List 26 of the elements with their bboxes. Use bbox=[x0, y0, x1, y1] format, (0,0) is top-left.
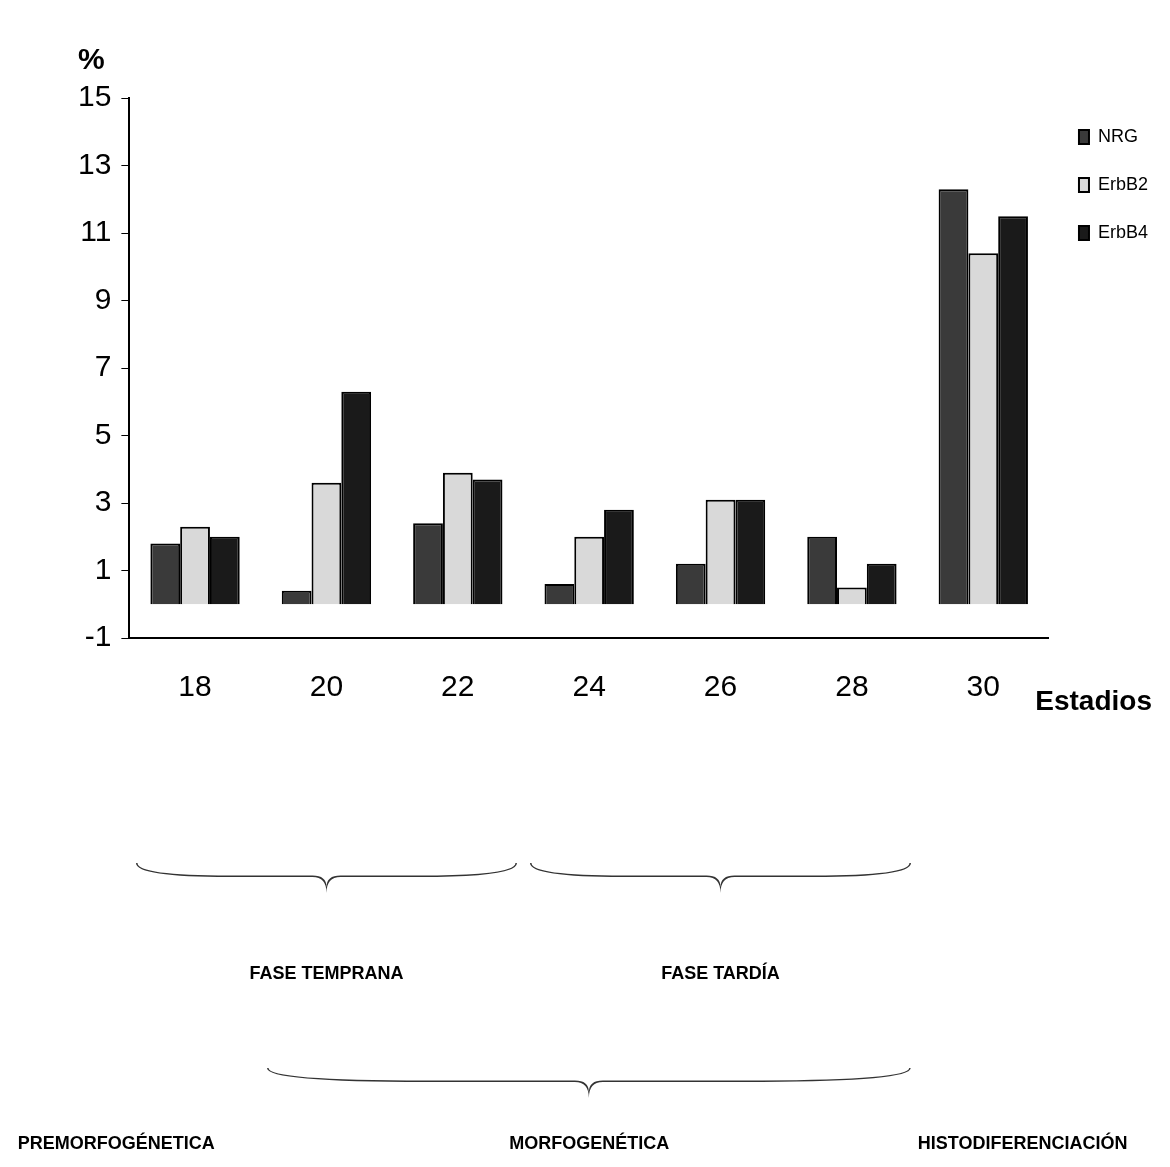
text: PREMORFOGÉNETICA bbox=[17, 1133, 215, 1154]
text: FASE TARDÍA bbox=[661, 963, 780, 984]
x-tick-label: 28 bbox=[835, 669, 869, 703]
y-tick-label: -1 bbox=[84, 619, 112, 653]
y-tick-label: 9 bbox=[94, 281, 112, 315]
text: MORFOGENÉTICA bbox=[509, 1133, 670, 1154]
legend-label: ErbB4 bbox=[1097, 221, 1148, 242]
legend-label: ErbB2 bbox=[1097, 173, 1148, 194]
x-tick-label: 18 bbox=[178, 669, 212, 703]
y-tick-label: 3 bbox=[94, 484, 112, 518]
x-tick-label: 26 bbox=[703, 669, 738, 703]
y-tick-label: 5 bbox=[94, 416, 112, 450]
legend-label: NRG bbox=[1097, 125, 1138, 146]
x-axis-title: Estadios bbox=[1035, 684, 1152, 716]
x-tick-label: 24 bbox=[572, 669, 606, 703]
text: FASE TEMPRANA bbox=[249, 963, 404, 984]
y-axis-title: % bbox=[78, 42, 105, 76]
y-tick-label: 13 bbox=[77, 146, 112, 180]
x-tick-label: 20 bbox=[309, 669, 344, 703]
x-tick-label: 22 bbox=[441, 669, 475, 703]
x-tick-label: 30 bbox=[966, 669, 1000, 703]
text: HISTODIFERENCIACIÓN bbox=[917, 1133, 1128, 1154]
y-tick-label: 1 bbox=[94, 551, 112, 585]
y-tick-label: 11 bbox=[80, 214, 112, 248]
y-tick-label: 15 bbox=[77, 79, 112, 113]
y-tick-label: 7 bbox=[94, 349, 112, 383]
